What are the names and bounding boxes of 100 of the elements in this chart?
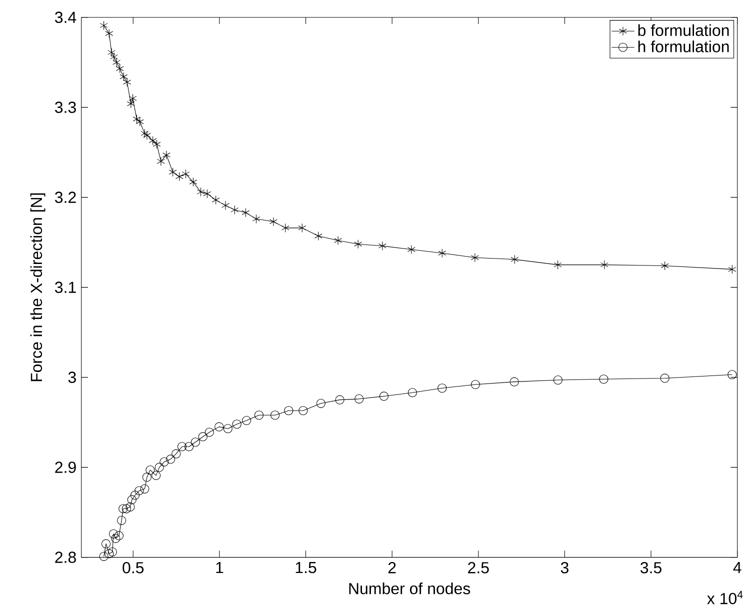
point [298,406,308,416]
point [142,472,152,482]
point [470,380,480,390]
point [118,504,128,514]
point [101,539,111,548]
x-tick-label: 4 [733,562,742,574]
point [130,490,140,500]
point [728,264,736,274]
point [126,502,135,512]
point [122,504,131,514]
point [127,495,136,504]
point [128,94,137,103]
point [146,465,155,475]
y-tick-label: 2.8 [55,552,76,563]
point [335,395,344,404]
point [212,195,220,205]
point [184,442,194,452]
point [140,484,150,494]
point [510,254,519,264]
x-tick-label: 2 [388,562,396,574]
point [554,260,562,270]
point [198,432,208,442]
point [136,117,144,126]
point [203,189,212,198]
point [230,205,239,214]
point [196,187,205,196]
point [168,168,177,177]
y-axis-title: Force in the X-direction [N] [30,193,46,382]
point [408,388,417,398]
point [284,406,294,416]
y-tick-label: 3.3 [54,102,76,113]
point [189,177,198,187]
point [660,374,670,383]
point [190,438,200,447]
point [510,377,519,386]
point [270,217,278,226]
point [204,428,214,437]
y-tick-label: 3.1 [54,282,76,293]
point [334,236,342,246]
point [152,140,161,149]
x-tick-label: 2.5 [468,562,489,574]
text: x 10$^{4}$ [707,590,743,604]
point [438,248,446,258]
point [252,214,260,224]
point [232,420,242,429]
point [728,370,737,380]
point [379,392,388,401]
point [182,169,190,178]
point [166,454,176,464]
point [470,253,479,262]
point [354,240,362,249]
point [134,486,144,496]
point [553,375,563,385]
y-tick-label: 3.4 [54,12,76,23]
point [132,114,141,124]
point [160,457,169,466]
point [223,424,232,434]
point [154,462,164,472]
point [314,231,322,241]
legend-label: b formulation [638,24,729,36]
point [378,241,386,250]
point [222,200,230,210]
point [270,410,280,420]
point [111,534,120,543]
point [175,172,184,182]
point [214,422,224,432]
point [600,260,608,270]
point [298,223,306,232]
point [242,416,252,426]
point [281,223,290,232]
point [354,394,364,404]
y-tick-label: 3.2 [54,192,76,203]
point [99,552,108,561]
point [152,470,161,480]
point [660,261,669,270]
point [254,410,264,420]
y-tick-label: 2.9 [55,462,76,473]
x-axis-title: Number of nodes [349,582,470,594]
y-tick-label: 3 [68,372,76,383]
point [599,374,608,384]
x-tick-label: 3 [560,562,568,574]
point [117,516,126,525]
point [177,442,187,452]
point [114,531,124,540]
legend-label: h formulation [638,40,729,52]
point [316,398,326,408]
x-tick-label: 0.5 [122,562,144,574]
point [438,384,447,393]
point [104,549,114,558]
x-tick-label: 1 [216,562,224,574]
point [156,156,165,166]
point [242,208,250,218]
point [108,547,117,556]
point [172,449,181,458]
point [407,244,416,254]
point [162,150,170,160]
point [126,99,135,108]
point [108,529,118,538]
x-tick-label: 3.5 [640,562,662,574]
x-tick-label: 1.5 [296,562,316,574]
